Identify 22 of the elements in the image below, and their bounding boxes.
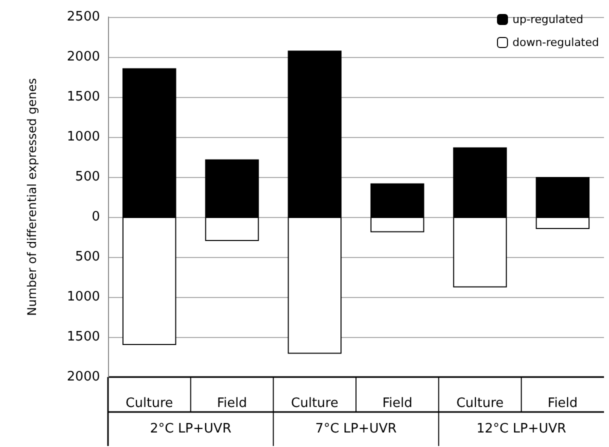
y-tick-label: 0 <box>92 210 100 224</box>
x-tick-label: Culture <box>126 396 173 411</box>
y-tick-label: 2000 <box>66 370 100 384</box>
legend-label: up-regulated <box>512 13 584 26</box>
x-tick-label: Culture <box>456 396 504 411</box>
y-tick-label: 500 <box>75 170 100 184</box>
legend-label: down-regulated <box>512 36 600 49</box>
x-tick-label: Field <box>382 396 412 411</box>
y-tick-label: 2000 <box>66 50 100 64</box>
text: 7°C LP+UVR <box>315 422 397 436</box>
y-tick-label: 2500 <box>66 10 100 24</box>
text: 2°C LP+UVR <box>150 422 232 436</box>
y-axis-title: Number of differential expressed genes <box>25 78 39 316</box>
y-tick-label: 1000 <box>66 290 100 304</box>
text: 12°C LP+UVR <box>476 422 566 436</box>
y-tick-label: 1000 <box>66 130 100 144</box>
x-tick-label: Culture <box>291 396 338 411</box>
y-tick-label: 1500 <box>66 330 100 344</box>
y-tick-label: 1500 <box>66 90 100 104</box>
x-tick-label: Field <box>216 396 248 411</box>
y-tick-label: 500 <box>75 250 100 264</box>
x-tick-label: Field <box>548 396 578 411</box>
